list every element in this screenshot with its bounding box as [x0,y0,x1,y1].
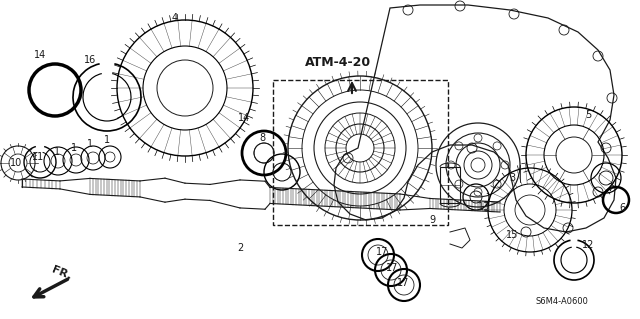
Text: 15: 15 [506,230,518,240]
Text: 10: 10 [10,158,22,168]
Text: 6: 6 [619,203,625,213]
Text: 17: 17 [397,278,409,288]
Text: 2: 2 [237,243,243,253]
Text: FR.: FR. [51,264,74,281]
Text: 4: 4 [172,13,178,23]
Text: 3: 3 [509,173,515,183]
Text: 1: 1 [87,139,93,149]
Text: 1: 1 [54,147,60,157]
Text: 1: 1 [71,143,77,153]
Text: 7: 7 [607,183,613,193]
Text: 8: 8 [259,133,265,143]
Text: 17: 17 [376,247,388,257]
Text: 17: 17 [386,263,398,273]
Text: 11: 11 [32,152,44,162]
Text: 1: 1 [104,135,110,145]
Text: 13: 13 [478,202,490,212]
Text: 5: 5 [585,110,591,120]
Bar [440,167,460,203]
Text: 12: 12 [582,240,594,250]
Text: ATM-4-20: ATM-4-20 [305,56,371,69]
Text: 14: 14 [34,50,46,60]
Bar [273,80,448,225]
Text: 16: 16 [84,55,96,65]
Text: 14: 14 [238,113,250,123]
Text: S6M4-A0600: S6M4-A0600 [536,298,588,307]
Text: 9: 9 [429,215,435,225]
